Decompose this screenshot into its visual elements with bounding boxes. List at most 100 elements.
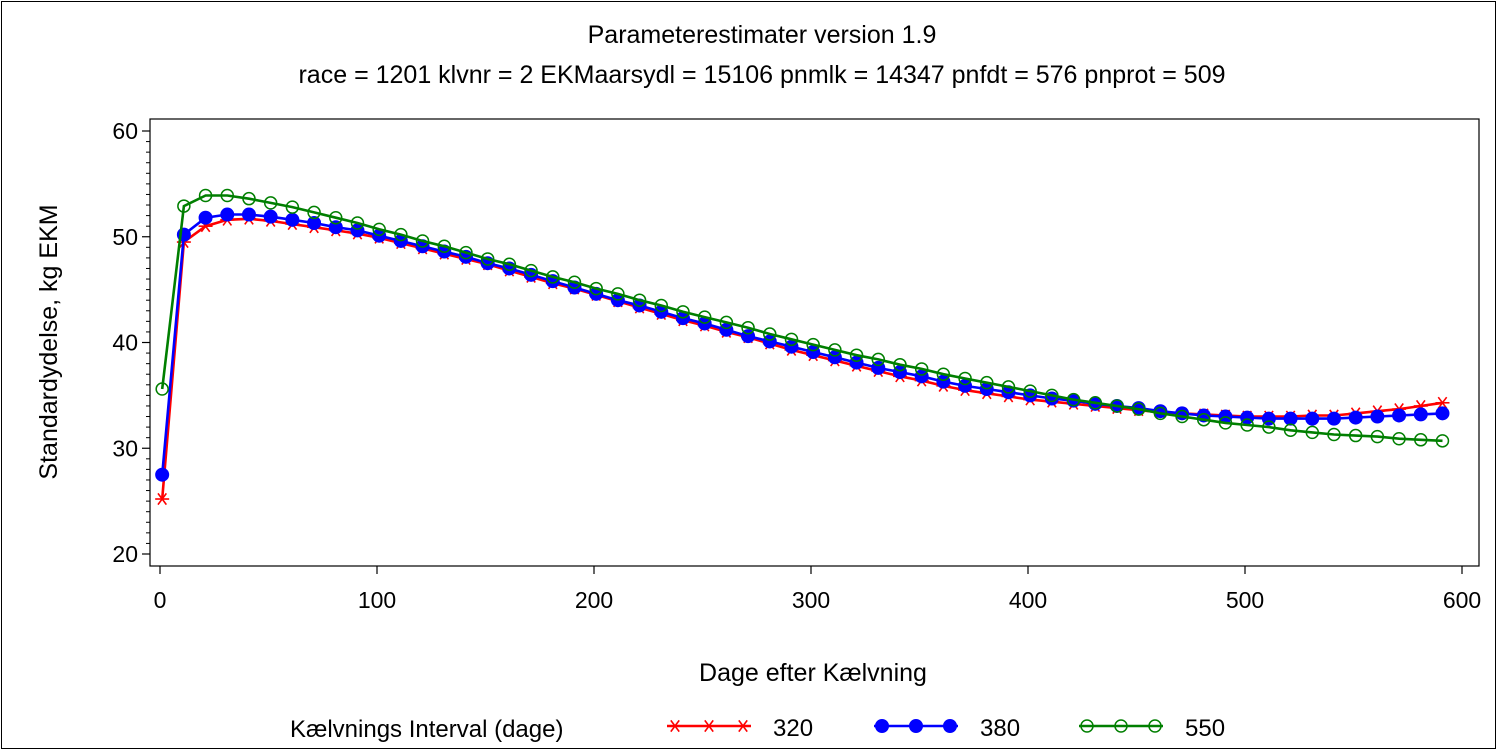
data-point-550	[242, 191, 256, 206]
data-point-550	[1327, 427, 1341, 442]
data-point-550	[263, 196, 278, 210]
x-axis: 0 100 200 300 400 500 600	[154, 566, 1481, 613]
data-point-550	[1262, 420, 1276, 434]
data-point-380	[1326, 411, 1341, 426]
data-point-550	[806, 337, 820, 352]
data-point-550	[285, 200, 300, 214]
data-point-380	[307, 216, 322, 231]
data-point-380	[1392, 408, 1407, 423]
data-point-550	[329, 210, 343, 225]
series-line-380	[160, 213, 1443, 475]
data-point-550	[1023, 384, 1037, 398]
data-point-550	[1414, 433, 1428, 447]
legend-title: Kælvnings Interval (dage)	[290, 716, 563, 743]
legend-marker	[875, 719, 889, 733]
y-tick-label: 40	[112, 330, 138, 356]
legend-item-320: 320	[667, 715, 813, 742]
data-point-320	[1435, 396, 1450, 409]
legend-label: 380	[980, 715, 1020, 742]
data-point-380	[198, 210, 213, 225]
y-axis-label: Standardydelse, kg EKM	[35, 204, 63, 479]
series-380	[155, 207, 1450, 482]
data-point-380	[220, 207, 235, 222]
data-point-550	[459, 245, 473, 260]
x-tick-label: 500	[1226, 587, 1264, 613]
data-point-380	[1370, 409, 1385, 424]
data-point-550	[763, 327, 777, 341]
data-point-550	[1001, 380, 1016, 394]
data-point-550	[350, 216, 365, 230]
series-line-320	[160, 217, 1443, 500]
data-point-550	[1045, 388, 1059, 403]
data-point-550	[719, 315, 734, 330]
data-point-550	[220, 188, 235, 203]
data-point-550	[849, 348, 864, 362]
x-tick-label: 200	[575, 587, 613, 613]
data-point-550	[676, 305, 690, 319]
data-point-550	[394, 227, 408, 242]
plot-area	[149, 118, 1480, 567]
series-550	[155, 188, 1450, 448]
data-point-380	[155, 467, 170, 482]
data-point-550	[437, 239, 452, 254]
y-tick-label: 20	[112, 541, 138, 567]
data-point-380	[285, 212, 300, 227]
data-point-550	[871, 352, 886, 367]
data-point-550	[980, 375, 994, 390]
data-point-550	[1392, 431, 1406, 446]
data-point-380	[1348, 410, 1363, 425]
x-axis-label: Dage efter Kælvning	[699, 659, 927, 687]
series-layer	[155, 188, 1450, 506]
data-point-380	[1413, 407, 1428, 422]
chart-subtitle: race = 1201 klvnr = 2 EKMaarsydl = 15106…	[298, 61, 1225, 89]
data-point-550	[741, 320, 755, 335]
data-point-380	[1435, 406, 1450, 421]
x-tick-label: 400	[1009, 587, 1047, 613]
data-point-550	[914, 362, 929, 376]
data-point-550	[502, 257, 517, 271]
legend-marker	[736, 719, 750, 733]
data-point-550	[654, 298, 669, 313]
data-point-550	[1283, 423, 1298, 438]
y-tick-label: 50	[112, 224, 138, 250]
data-point-550	[372, 222, 386, 237]
legend-item-380: 380	[874, 715, 1020, 742]
data-point-550	[632, 293, 647, 307]
data-point-550	[546, 270, 560, 284]
x-tick-label: 100	[358, 587, 396, 613]
data-point-550	[567, 275, 582, 289]
data-point-550	[1088, 396, 1103, 410]
data-point-550	[198, 188, 213, 203]
data-point-550	[697, 310, 712, 324]
data-point-550	[1240, 418, 1254, 432]
x-tick-label: 600	[1443, 587, 1481, 613]
data-point-550	[524, 263, 538, 278]
data-point-550	[1110, 399, 1124, 413]
data-point-550	[893, 357, 907, 372]
legend-marker	[909, 719, 923, 733]
series-line-550	[160, 194, 1443, 443]
data-point-380	[263, 209, 278, 224]
x-tick-label: 0	[154, 587, 167, 613]
data-point-550	[828, 343, 842, 357]
data-point-550	[155, 382, 169, 396]
data-point-550	[1435, 434, 1450, 448]
legend-marker	[1080, 719, 1094, 733]
data-point-550	[1218, 416, 1233, 430]
data-point-550	[611, 287, 625, 301]
legend-label: 320	[773, 715, 813, 742]
legend-marker	[702, 719, 716, 733]
chart-title: Parameterestimater version 1.9	[588, 21, 937, 49]
data-point-550	[415, 234, 430, 248]
y-tick-label: 60	[112, 118, 138, 144]
y-axis-minor-ticks	[146, 141, 150, 544]
data-point-550	[177, 199, 191, 213]
legend-marker	[668, 719, 682, 733]
x-tick-label: 300	[792, 587, 830, 613]
data-point-550	[1066, 392, 1081, 407]
data-point-320	[155, 492, 170, 506]
data-point-550	[1305, 425, 1320, 440]
series-320	[155, 212, 1450, 506]
data-point-550	[480, 252, 495, 266]
